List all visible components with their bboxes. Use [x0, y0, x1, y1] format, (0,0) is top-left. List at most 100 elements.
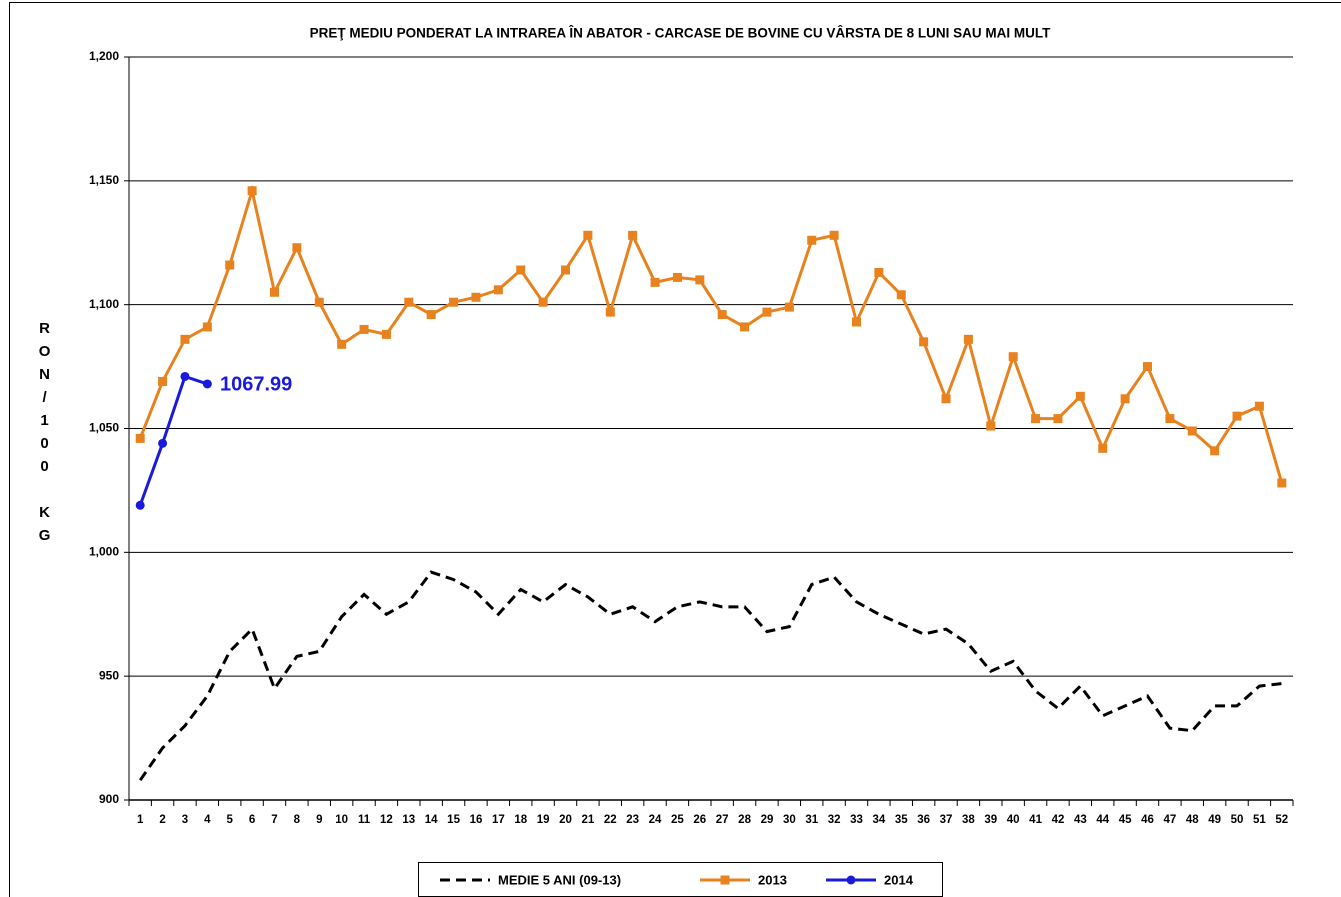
- x-tick-label: 29: [761, 814, 774, 826]
- x-tick-label: 4: [204, 814, 211, 826]
- marker: [829, 230, 839, 240]
- x-tick-label: 23: [626, 814, 639, 826]
- x-tick-label: 38: [962, 814, 975, 826]
- marker: [1187, 426, 1197, 436]
- marker: [180, 371, 190, 381]
- x-tick-label: 6: [249, 814, 255, 826]
- marker: [1075, 391, 1085, 401]
- x-tick-label: 15: [447, 814, 460, 826]
- marker: [852, 317, 861, 327]
- marker: [1210, 446, 1220, 456]
- y-tick-label: 1,000: [89, 545, 119, 559]
- x-tick-label: 24: [649, 814, 662, 826]
- marker: [605, 307, 615, 317]
- x-tick-label: 34: [872, 814, 885, 826]
- marker: [561, 265, 570, 275]
- marker: [225, 260, 235, 270]
- marker: [471, 292, 481, 302]
- marker: [846, 875, 856, 885]
- marker: [314, 297, 324, 307]
- marker: [1232, 411, 1242, 421]
- x-tick-label: 2: [159, 814, 165, 826]
- y-tick-label: 900: [99, 792, 119, 806]
- marker: [1277, 478, 1287, 488]
- marker: [919, 337, 929, 347]
- marker: [1120, 394, 1130, 404]
- legend-label: 2014: [884, 872, 914, 887]
- x-tick-label: 42: [1052, 814, 1065, 826]
- legend-label: 2013: [758, 872, 787, 887]
- x-tick-label: 10: [335, 814, 348, 826]
- marker: [650, 277, 660, 287]
- marker: [762, 307, 772, 317]
- x-tick-label: 17: [492, 814, 505, 826]
- x-tick-label: 19: [537, 814, 550, 826]
- marker: [202, 379, 212, 389]
- marker: [583, 230, 593, 240]
- marker: [158, 376, 168, 386]
- series-line: [138, 374, 208, 506]
- x-tick-label: 11: [358, 814, 371, 826]
- marker: [404, 297, 414, 307]
- x-tick-label: 14: [425, 814, 438, 826]
- x-tick-label: 37: [940, 814, 953, 826]
- x-tick-label: 26: [693, 814, 706, 826]
- marker: [426, 310, 436, 320]
- marker: [449, 297, 459, 307]
- marker: [986, 421, 996, 431]
- x-tick-label: 9: [316, 814, 322, 826]
- y-tick-label: 1,050: [89, 421, 119, 435]
- marker: [941, 394, 951, 404]
- marker: [720, 875, 730, 885]
- x-tick-label: 3: [182, 814, 188, 826]
- x-tick-label: 33: [850, 814, 863, 826]
- marker: [493, 285, 503, 295]
- marker: [180, 334, 190, 344]
- marker: [874, 267, 884, 277]
- marker: [202, 322, 212, 332]
- x-tick-label: 1: [137, 814, 144, 826]
- marker: [1254, 401, 1264, 411]
- annotation: 1067.99: [220, 373, 292, 395]
- x-tick-label: 8: [294, 814, 301, 826]
- marker: [1008, 352, 1018, 362]
- marker: [292, 243, 302, 253]
- marker: [516, 265, 526, 275]
- x-tick-label: 22: [604, 814, 617, 826]
- x-tick-label: 50: [1231, 814, 1244, 826]
- x-tick-label: 7: [271, 814, 277, 826]
- marker: [1165, 414, 1175, 424]
- x-tick-label: 16: [470, 814, 483, 826]
- x-tick-label: 40: [1007, 814, 1020, 826]
- marker: [247, 186, 257, 196]
- y-tick-label: 1,150: [89, 173, 119, 187]
- y-tick-label: 1,100: [89, 297, 119, 311]
- marker: [359, 324, 369, 334]
- x-tick-label: 32: [828, 814, 841, 826]
- marker: [270, 287, 279, 297]
- x-tick-label: 31: [805, 814, 818, 826]
- marker: [807, 235, 817, 245]
- x-tick-label: 27: [716, 814, 729, 826]
- marker: [1053, 414, 1063, 424]
- marker: [135, 433, 145, 443]
- marker: [337, 339, 347, 349]
- marker: [135, 500, 145, 510]
- marker: [1031, 414, 1041, 424]
- chart-border: [9, 2, 1341, 897]
- x-tick-label: 39: [984, 814, 997, 826]
- x-tick-label: 52: [1275, 814, 1288, 826]
- x-tick-label: 5: [227, 814, 234, 826]
- marker: [896, 290, 906, 300]
- marker: [158, 438, 168, 448]
- x-tick-label: 49: [1208, 814, 1221, 826]
- marker: [695, 275, 705, 285]
- x-tick-label: 44: [1096, 814, 1109, 826]
- y-axis-label: RON/100 KG: [36, 320, 53, 550]
- x-tick-label: 46: [1141, 814, 1154, 826]
- marker: [717, 310, 727, 320]
- x-tick-label: 21: [581, 814, 594, 826]
- marker: [963, 334, 973, 344]
- x-tick-label: 25: [671, 814, 684, 826]
